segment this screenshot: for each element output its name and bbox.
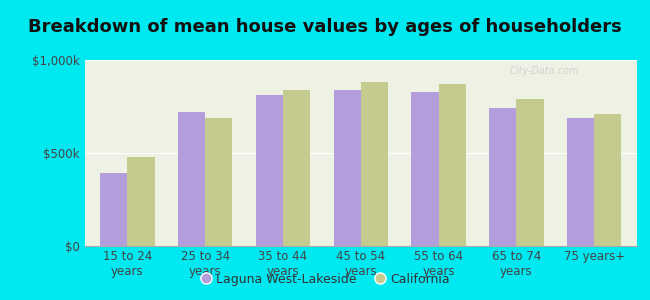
Bar: [439, 84, 466, 246]
Bar: [567, 118, 594, 246]
Bar: [411, 92, 439, 246]
Bar: [255, 95, 283, 246]
Bar: [283, 90, 310, 246]
Text: Breakdown of mean house values by ages of householders: Breakdown of mean house values by ages o…: [28, 18, 622, 36]
Bar: [489, 108, 516, 246]
Bar: [516, 99, 543, 246]
Text: City-Data.com: City-Data.com: [510, 66, 580, 76]
Legend: Laguna West-Lakeside, California: Laguna West-Lakeside, California: [196, 268, 454, 291]
Bar: [361, 82, 388, 246]
Bar: [178, 112, 205, 246]
Bar: [594, 114, 621, 246]
Bar: [205, 118, 232, 246]
Bar: [127, 157, 155, 246]
Bar: [333, 90, 361, 246]
Bar: [100, 173, 127, 246]
